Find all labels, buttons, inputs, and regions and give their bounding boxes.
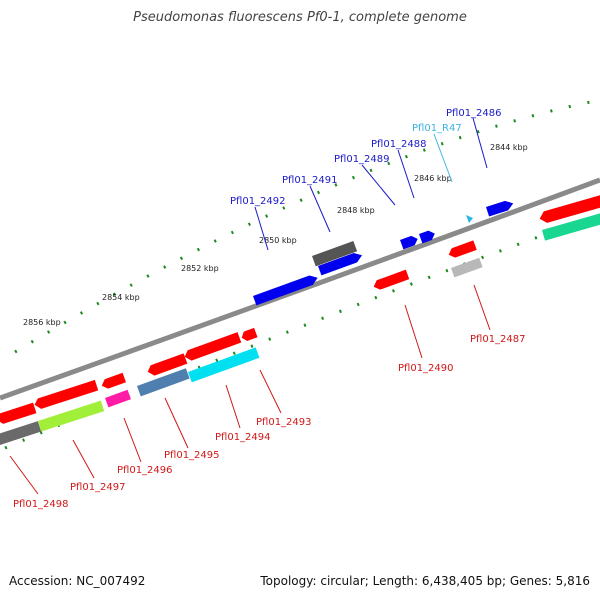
gene-labels: Pfl01_2486 Pfl01_R47 Pfl01_2488 Pfl01_24…: [13, 108, 526, 510]
gene-label[interactable]: Pfl01_2487: [470, 334, 526, 345]
gene-Pfl01_2490[interactable]: [372, 269, 410, 292]
gene-Pfl01_2492[interactable]: [312, 240, 358, 267]
gene-Pfl01_2486[interactable]: [486, 199, 515, 217]
scale-label-group: 2844 kbp 2846 kbp 2848 kbp 2850 kbp 2852…: [23, 143, 528, 327]
scale-label: 2848 kbp: [337, 206, 375, 215]
scale-label: 2850 kbp: [259, 236, 297, 245]
scale-label: 2846 kbp: [414, 174, 452, 183]
gene-label[interactable]: Pfl01_2488: [371, 139, 427, 150]
gene-Pfl01_2489[interactable]: [400, 234, 419, 250]
reverse-strand: [0, 193, 600, 446]
gene-teal-far-right[interactable]: [542, 210, 600, 241]
gene-Pfl01_2493[interactable]: [240, 327, 258, 343]
gene-label[interactable]: Pfl01_2495: [164, 450, 220, 461]
map-title: Pseudomonas fluorescens Pf0-1, complete …: [133, 10, 467, 25]
gene-label[interactable]: Pfl01_2497: [70, 482, 126, 493]
gene-Pfl01_2496-rna[interactable]: [105, 389, 131, 408]
forward-strand: [253, 199, 515, 306]
gene-Pfl01_2497[interactable]: [33, 379, 99, 411]
genome-stats-text: Topology: circular; Length: 6,438,405 bp…: [260, 574, 590, 588]
accession-text: Accession: NC_007492: [9, 574, 146, 588]
gene-Pfl01_2496[interactable]: [100, 372, 126, 391]
gene-red-far-right[interactable]: [538, 193, 600, 225]
scale-label: 2852 kbp: [181, 264, 219, 273]
gene-Pfl01_2491b[interactable]: [253, 273, 319, 306]
gene-Pfl01_2498-rna[interactable]: [0, 421, 42, 446]
gene-Pfl01_2488[interactable]: [419, 229, 437, 244]
scale-label: 2844 kbp: [490, 143, 528, 152]
gene-label[interactable]: Pfl01_2492: [230, 196, 286, 207]
gene-Pfl01_2487-rna[interactable]: [451, 257, 483, 278]
gene-label[interactable]: Pfl01_2490: [398, 363, 454, 374]
gene-Pfl01_2494-rna[interactable]: [188, 347, 260, 383]
genome-backbone: [0, 177, 600, 401]
gene-label[interactable]: Pfl01_2493: [256, 417, 312, 428]
gene-label[interactable]: Pfl01_2498: [13, 499, 69, 510]
gene-Pfl01_2494[interactable]: [183, 332, 242, 362]
gene-label[interactable]: Pfl01_2494: [215, 432, 271, 443]
gene-Pfl01_2498[interactable]: [0, 402, 37, 426]
ruler-dots: [14, 98, 600, 354]
gene-label[interactable]: Pfl01_2491: [282, 175, 338, 186]
label-leaders: [9, 117, 491, 495]
gene-label[interactable]: Pfl01_2489: [334, 154, 390, 165]
gene-label[interactable]: Pfl01_2496: [117, 465, 173, 476]
scale-label: 2854 kbp: [102, 293, 140, 302]
scale-label: 2856 kbp: [23, 318, 61, 327]
gene-Pfl01_2487[interactable]: [447, 240, 477, 259]
gene-Pfl01_2495-rna[interactable]: [137, 368, 190, 397]
gene-label[interactable]: Pfl01_2486: [446, 108, 502, 119]
gene-Pfl01_R47[interactable]: [466, 215, 473, 223]
gene-Pfl01_2497-rna[interactable]: [38, 400, 105, 432]
gene-label[interactable]: Pfl01_R47: [412, 123, 462, 134]
scale-ruler: 2844 kbp 2846 kbp 2848 kbp 2850 kbp 2852…: [14, 98, 600, 354]
gene-Pfl01_2495[interactable]: [146, 353, 188, 377]
gene-Pfl01_2491[interactable]: [318, 251, 364, 276]
